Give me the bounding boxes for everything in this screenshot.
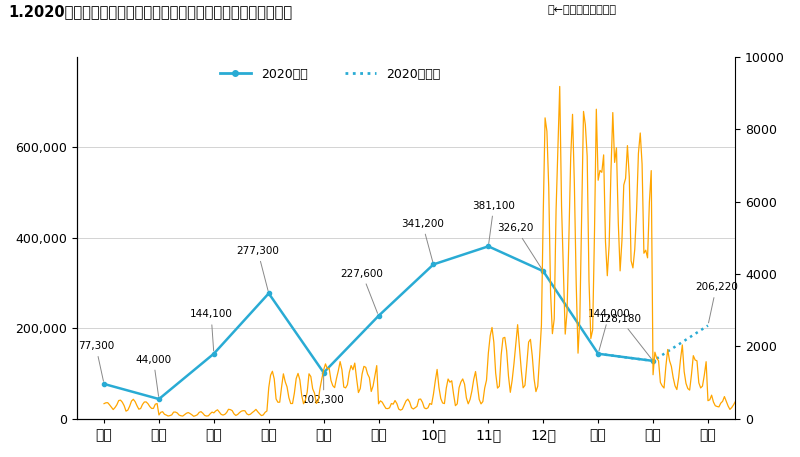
Text: 381,100: 381,100 <box>473 201 515 244</box>
Text: 1.2020年度入場観光客数と新型コロナウイルス新規感染者の推移: 1.2020年度入場観光客数と新型コロナウイルス新規感染者の推移 <box>8 5 292 20</box>
Text: 326,20: 326,20 <box>498 223 542 269</box>
Text: 341,200: 341,200 <box>401 219 444 262</box>
Text: 44,000: 44,000 <box>135 355 171 396</box>
Text: 77,300: 77,300 <box>78 341 114 381</box>
Text: 144,100: 144,100 <box>190 309 233 351</box>
Text: 277,300: 277,300 <box>236 246 279 291</box>
Legend: 2020実績, 2020見通し: 2020実績, 2020見通し <box>214 63 446 86</box>
Text: （←全国新規感染者）: （←全国新規感染者） <box>548 5 617 15</box>
Text: 227,600: 227,600 <box>341 269 383 314</box>
Text: 102,300: 102,300 <box>302 375 345 405</box>
Text: 128,180: 128,180 <box>598 314 651 359</box>
Text: 206,220: 206,220 <box>694 282 738 323</box>
Text: 144,000: 144,000 <box>588 309 630 351</box>
